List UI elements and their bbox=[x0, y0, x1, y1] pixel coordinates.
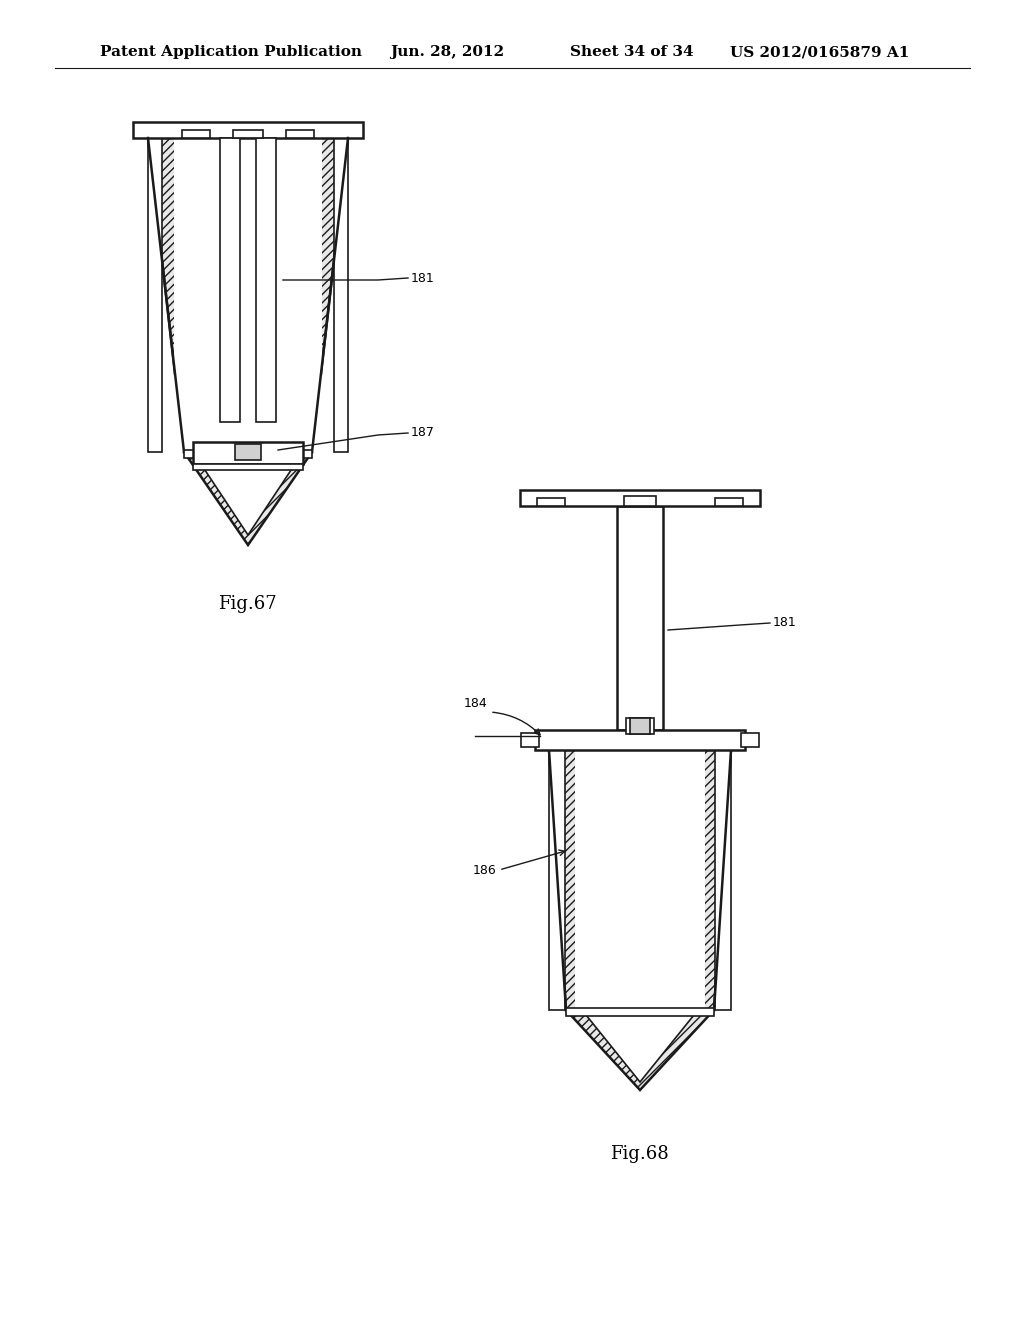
Bar bbox=[549, 750, 565, 1010]
Text: 184: 184 bbox=[463, 697, 487, 710]
Bar bbox=[537, 498, 565, 506]
Bar bbox=[182, 129, 210, 139]
Bar bbox=[184, 450, 312, 458]
Bar bbox=[256, 139, 276, 422]
Text: Fig.68: Fig.68 bbox=[610, 1144, 669, 1163]
Bar bbox=[193, 442, 303, 465]
Text: Jun. 28, 2012: Jun. 28, 2012 bbox=[390, 45, 504, 59]
Bar bbox=[220, 139, 240, 422]
Bar bbox=[617, 506, 663, 730]
Bar bbox=[193, 465, 303, 470]
Text: 181: 181 bbox=[773, 616, 797, 630]
Bar bbox=[715, 498, 743, 506]
Bar bbox=[520, 490, 760, 506]
Bar bbox=[334, 139, 348, 451]
Bar bbox=[626, 718, 654, 734]
Text: 187: 187 bbox=[411, 426, 435, 440]
Polygon shape bbox=[549, 750, 731, 1010]
Text: 181: 181 bbox=[411, 272, 435, 285]
Text: Fig.67: Fig.67 bbox=[218, 595, 276, 612]
Polygon shape bbox=[148, 139, 348, 451]
Polygon shape bbox=[193, 451, 303, 535]
Bar bbox=[286, 129, 314, 139]
Text: US 2012/0165879 A1: US 2012/0165879 A1 bbox=[730, 45, 909, 59]
Bar bbox=[535, 730, 745, 750]
Bar bbox=[148, 139, 162, 451]
Text: 186: 186 bbox=[472, 863, 496, 876]
Bar bbox=[741, 733, 759, 747]
Bar bbox=[234, 444, 261, 459]
Bar bbox=[624, 496, 656, 506]
Bar bbox=[233, 129, 263, 139]
Bar bbox=[630, 718, 650, 734]
Bar bbox=[174, 139, 322, 451]
Bar bbox=[521, 733, 539, 747]
Bar bbox=[566, 1008, 714, 1016]
Polygon shape bbox=[582, 1010, 698, 1082]
Bar bbox=[133, 121, 362, 139]
Text: Patent Application Publication: Patent Application Publication bbox=[100, 45, 362, 59]
Polygon shape bbox=[184, 451, 312, 545]
Polygon shape bbox=[566, 1010, 714, 1090]
Bar bbox=[575, 750, 705, 1010]
Text: Sheet 34 of 34: Sheet 34 of 34 bbox=[570, 45, 693, 59]
Bar bbox=[715, 750, 731, 1010]
